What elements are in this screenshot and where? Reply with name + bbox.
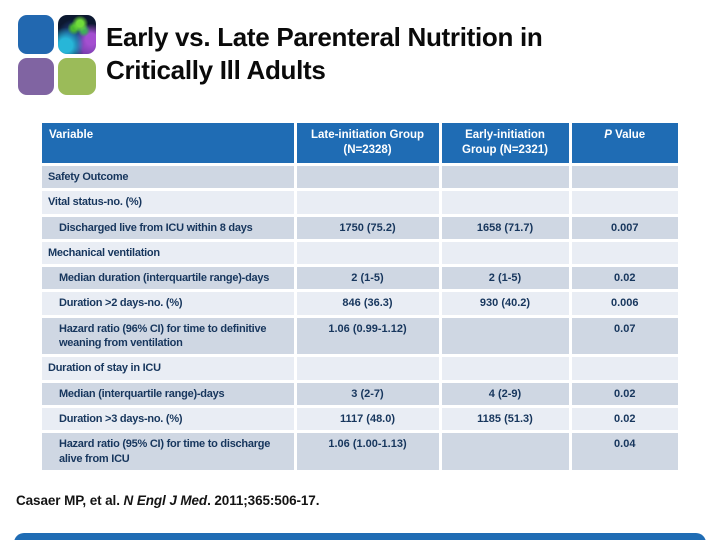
citation-journal: N Engl J Med bbox=[123, 493, 208, 508]
table-header-row: Variable Late-initiation Group (N=2328) … bbox=[42, 123, 678, 166]
cell-p: 0.007 bbox=[570, 215, 678, 242]
cell-late: 846 (36.3) bbox=[295, 290, 442, 318]
table-row-duration-of-stay-icu: Duration of stay in ICU bbox=[42, 355, 678, 383]
citation-reference: . 2011;365:506-17. bbox=[207, 493, 320, 508]
logo-square-microscopy-image-icon bbox=[58, 15, 96, 54]
row-label: Vital status-no. (%) bbox=[42, 189, 297, 217]
header-line: Group (N=2321) bbox=[462, 143, 548, 156]
cell-early: 2 (1-5) bbox=[440, 265, 572, 293]
cell-early bbox=[440, 431, 572, 473]
row-label: Discharged live from ICU within 8 days bbox=[42, 215, 297, 242]
cell-p bbox=[570, 189, 678, 217]
cell-p bbox=[570, 164, 678, 192]
cell-late bbox=[295, 164, 442, 192]
cell-late: 2 (1-5) bbox=[295, 265, 442, 293]
logo bbox=[18, 15, 96, 95]
row-label: Median duration (interquartile range)-da… bbox=[42, 265, 297, 293]
cell-p: 0.04 bbox=[570, 431, 678, 473]
header-line: Early-initiation bbox=[465, 129, 545, 141]
cell-late bbox=[295, 240, 442, 268]
logo-square-green-icon bbox=[58, 58, 96, 95]
accent-bar bbox=[14, 533, 706, 540]
row-label: Hazard ratio (96% CI) for time to defini… bbox=[42, 316, 297, 358]
table-row-hazard-ratio-weaning: Hazard ratio (96% CI) for time to defini… bbox=[42, 316, 678, 358]
p-symbol: P bbox=[604, 129, 612, 141]
cell-late: 3 (2-7) bbox=[295, 381, 442, 408]
cell-p: 0.07 bbox=[570, 316, 678, 358]
cell-late: 1.06 (0.99-1.12) bbox=[295, 316, 442, 358]
cell-early: 4 (2-9) bbox=[440, 381, 572, 408]
row-label: Duration >3 days-no. (%) bbox=[42, 406, 297, 434]
cell-late bbox=[295, 355, 442, 383]
cell-early bbox=[440, 164, 572, 192]
column-header-late-initiation-group: Late-initiation Group (N=2328) bbox=[295, 123, 442, 166]
table-row-safety-outcome: Safety Outcome bbox=[42, 164, 678, 192]
table-row-discharged-live: Discharged live from ICU within 8 days 1… bbox=[42, 215, 678, 242]
row-label: Duration of stay in ICU bbox=[42, 355, 297, 383]
cell-early: 930 (40.2) bbox=[440, 290, 572, 318]
cell-early bbox=[440, 355, 572, 383]
cell-early: 1185 (51.3) bbox=[440, 406, 572, 434]
cell-early bbox=[440, 316, 572, 358]
row-label: Safety Outcome bbox=[42, 164, 297, 192]
cell-late bbox=[295, 189, 442, 217]
cell-p bbox=[570, 240, 678, 268]
table-row-median-icu-stay: Median (interquartile range)-days 3 (2-7… bbox=[42, 381, 678, 408]
cell-p: 0.02 bbox=[570, 406, 678, 434]
citation-authors: Casaer MP, et al. bbox=[16, 493, 124, 508]
column-header-p-value: P Value bbox=[570, 123, 678, 166]
row-label: Duration >2 days-no. (%) bbox=[42, 290, 297, 318]
table-row-vital-status: Vital status-no. (%) bbox=[42, 189, 678, 217]
results-table: Variable Late-initiation Group (N=2328) … bbox=[42, 123, 678, 473]
column-header-early-initiation-group: Early-initiation Group (N=2321) bbox=[440, 123, 572, 166]
table-row-hazard-ratio-discharge: Hazard ratio (95% CI) for time to discha… bbox=[42, 431, 678, 473]
logo-square-purple-icon bbox=[18, 58, 54, 95]
header-line: Late-initiation Group bbox=[310, 129, 425, 141]
citation: Casaer MP, et al. N Engl J Med. 2011;365… bbox=[16, 493, 319, 508]
table-row-median-duration-ventilation: Median duration (interquartile range)-da… bbox=[42, 265, 678, 293]
cell-p: 0.02 bbox=[570, 265, 678, 293]
header-line: (N=2328) bbox=[343, 143, 392, 156]
row-label: Median (interquartile range)-days bbox=[42, 381, 297, 408]
p-value-label: Value bbox=[611, 129, 646, 141]
cell-late: 1117 (48.0) bbox=[295, 406, 442, 434]
slide-title-line-2: Critically Ill Adults bbox=[106, 54, 326, 85]
cell-p: 0.02 bbox=[570, 381, 678, 408]
cell-early bbox=[440, 240, 572, 268]
row-label: Mechanical ventilation bbox=[42, 240, 297, 268]
slide-title: Early vs. Late Parenteral Nutrition in C… bbox=[106, 21, 543, 87]
row-label: Hazard ratio (95% CI) for time to discha… bbox=[42, 431, 297, 473]
table-row-duration-gt3-days: Duration >3 days-no. (%) 1117 (48.0) 118… bbox=[42, 406, 678, 434]
cell-late: 1750 (75.2) bbox=[295, 215, 442, 242]
cell-late: 1.06 (1.00-1.13) bbox=[295, 431, 442, 473]
cell-p: 0.006 bbox=[570, 290, 678, 318]
table-row-duration-gt2-days: Duration >2 days-no. (%) 846 (36.3) 930 … bbox=[42, 290, 678, 318]
logo-square-blue-icon bbox=[18, 15, 54, 54]
column-header-variable: Variable bbox=[42, 123, 297, 166]
table-row-mechanical-ventilation: Mechanical ventilation bbox=[42, 240, 678, 268]
cell-early bbox=[440, 189, 572, 217]
table-body: Safety Outcome Vital status-no. (%) Disc… bbox=[42, 164, 678, 473]
cell-early: 1658 (71.7) bbox=[440, 215, 572, 242]
slide-title-line-1: Early vs. Late Parenteral Nutrition in bbox=[106, 22, 543, 52]
cell-p bbox=[570, 355, 678, 383]
